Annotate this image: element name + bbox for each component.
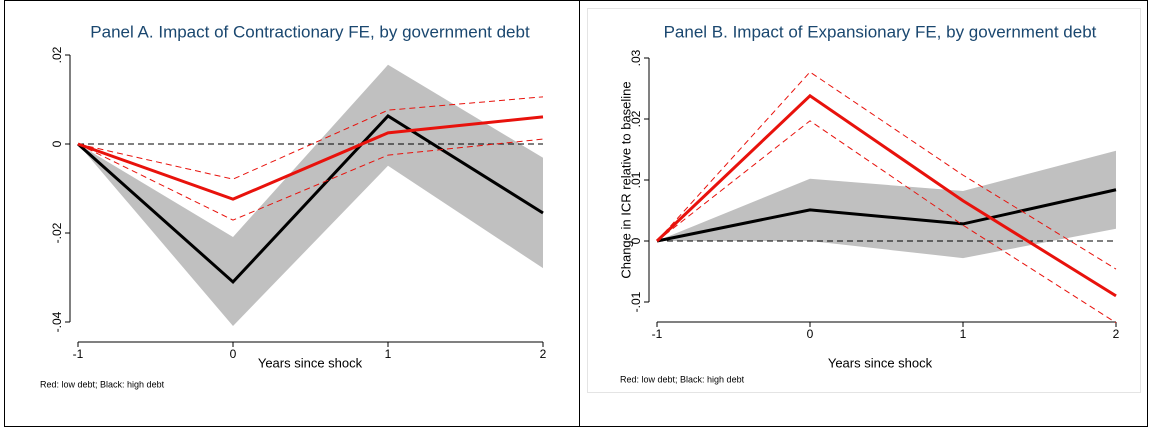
y-tick-label: -.04 [50, 311, 64, 332]
x-tick-label: 2 [1113, 327, 1120, 341]
note: Red: low debt; Black: high debt [620, 374, 745, 384]
chart-title: Panel A. Impact of Contractionary FE, by… [90, 22, 530, 41]
y-tick-label: -.02 [50, 222, 64, 243]
y-axis-label: Change in ICR relative to baseline [618, 81, 633, 278]
confidence-bound [656, 71, 1117, 270]
table-frame [4, 0, 1148, 427]
chart-title: Panel B. Impact of Expansionary FE, by g… [664, 22, 1097, 41]
x-tick-label: 0 [807, 327, 814, 341]
x-tick-label: 1 [960, 327, 967, 341]
graph-region [587, 8, 1141, 393]
series-line [655, 93, 1117, 298]
x-tick-label: 1 [385, 347, 392, 361]
y-tick-label: .01 [629, 171, 643, 188]
confidence-band [78, 64, 543, 327]
y-tick-label: .03 [629, 49, 643, 66]
y-tick-label: 0 [50, 140, 64, 147]
x-axis-label: Years since shock [828, 355, 933, 370]
series-line [77, 114, 544, 285]
x-tick-label: 2 [540, 347, 547, 361]
note: Red: low debt; Black: high debt [40, 379, 165, 389]
series-line [77, 115, 544, 201]
y-tick-label: .02 [629, 110, 643, 127]
series-line [656, 188, 1117, 243]
x-tick-label: 0 [230, 347, 237, 361]
x-tick-label: -1 [652, 327, 663, 341]
x-tick-label: -1 [73, 347, 84, 361]
y-tick-label: 0 [629, 237, 643, 244]
confidence-bound [77, 96, 544, 180]
x-axis-label: Years since shock [258, 355, 363, 370]
y-tick-label: .02 [50, 46, 64, 63]
confidence-bound [656, 120, 1117, 324]
confidence-band [657, 150, 1116, 259]
y-tick-label: -.01 [629, 291, 643, 312]
